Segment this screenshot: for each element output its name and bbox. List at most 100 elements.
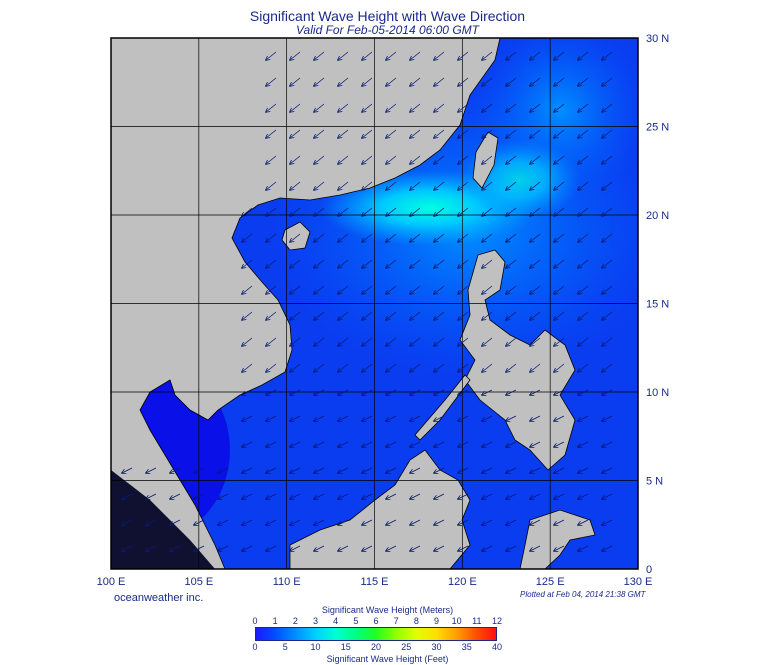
y-axis-ticks: 0 5 N 10 N 15 N 20 N 25 N 30 N [646, 33, 669, 576]
wave-direction-arrow [386, 545, 397, 551]
wave-direction-arrow [554, 467, 565, 473]
wave-direction-arrow [218, 493, 229, 499]
wave-direction-arrow [146, 493, 157, 499]
wave-direction-arrow [338, 467, 349, 473]
wave-direction-arrow [194, 493, 205, 499]
y-tick-label: 10 N [646, 387, 669, 399]
wave-direction-arrow [266, 259, 277, 268]
wave-direction-arrow [602, 545, 613, 551]
wave-direction-arrow [314, 519, 325, 525]
wave-direction-arrow [506, 519, 517, 525]
wave-direction-arrow [338, 233, 349, 242]
wave-direction-arrow [218, 519, 229, 525]
wave-direction-arrow [314, 337, 325, 346]
wave-direction-arrow [602, 415, 613, 421]
wave-direction-arrow [530, 467, 541, 473]
wave-direction-arrow [242, 519, 253, 525]
wave-direction-arrow [482, 363, 493, 372]
wave-direction-arrow [578, 545, 589, 551]
wave-direction-arrow [266, 337, 277, 346]
wave-direction-arrow [458, 129, 469, 138]
wave-direction-arrow [362, 337, 373, 346]
wave-direction-arrow [386, 285, 397, 294]
y-tick-label: 25 N [646, 122, 669, 134]
sumatra-shadow [111, 470, 215, 569]
wave-direction-arrow [434, 415, 445, 421]
wave-direction-arrow [602, 181, 613, 190]
wave-direction-arrow [506, 337, 517, 346]
wave-direction-arrow [482, 103, 493, 112]
wave-direction-arrow [194, 519, 205, 525]
wave-direction-arrow [242, 207, 253, 216]
wave-direction-arrow [170, 467, 181, 473]
wave-direction-arrow [242, 389, 253, 395]
wave-direction-arrow [530, 51, 541, 60]
wave-direction-arrow [554, 441, 565, 447]
wave-direction-arrow [338, 207, 349, 216]
wave-direction-arrow [386, 337, 397, 346]
wave-direction-arrow [242, 311, 253, 320]
wave-direction-arrow [458, 285, 469, 294]
wave-direction-arrow [266, 155, 277, 164]
wave-direction-arrow [242, 259, 253, 268]
wave-direction-arrow [266, 545, 277, 551]
wave-direction-arrow [602, 519, 613, 525]
wave-direction-arrow [530, 155, 541, 164]
wave-direction-arrow [290, 311, 301, 320]
wave-direction-arrow [266, 519, 277, 525]
wave-direction-arrow [386, 103, 397, 112]
wave-direction-arrow [218, 545, 229, 551]
wave-direction-arrow [362, 233, 373, 242]
wave-direction-arrow [386, 77, 397, 86]
colorbar-meter-tick: 1 [272, 616, 278, 626]
palawan-island [414, 374, 471, 441]
wave-direction-arrow [338, 181, 349, 190]
wave-direction-arrow [554, 493, 565, 499]
colorbar-meter-tick: 4 [333, 616, 339, 626]
wave-direction-arrow [410, 129, 421, 138]
wave-direction-arrow [410, 363, 421, 372]
wave-direction-arrow [602, 467, 613, 473]
wave-direction-arrow [266, 233, 277, 242]
wave-direction-arrow [362, 467, 373, 473]
wave-direction-arrow [506, 181, 517, 190]
wave-direction-arrow [338, 545, 349, 551]
wave-direction-arrow [506, 103, 517, 112]
x-tick-label: 115 E [361, 576, 389, 588]
wave-direction-arrow [242, 233, 253, 242]
wave-direction-arrow [386, 519, 397, 525]
wave-direction-arrow [602, 233, 613, 242]
wave-direction-arrow [338, 285, 349, 294]
x-tick-label: 125 E [536, 576, 565, 588]
wave-direction-arrow [458, 311, 469, 320]
wave-direction-arrow [242, 363, 253, 372]
wave-direction-arrow [314, 51, 325, 60]
wave-direction-arrow [602, 285, 613, 294]
wave-direction-arrow [578, 51, 589, 60]
wave-direction-arrow [410, 311, 421, 320]
wave-direction-arrow [602, 259, 613, 268]
wave-direction-arrow [506, 493, 517, 499]
wave-direction-arrow [482, 51, 493, 60]
wave-direction-arrow [362, 129, 373, 138]
wave-direction-arrow [434, 311, 445, 320]
wave-direction-arrow [386, 311, 397, 320]
wave-direction-arrow [602, 155, 613, 164]
wave-direction-arrow [314, 285, 325, 294]
wave-direction-arrow [554, 233, 565, 242]
wave-direction-arrow [530, 519, 541, 525]
wave-direction-arrow [602, 363, 613, 372]
wave-direction-arrow [242, 467, 253, 473]
wave-direction-arrow [530, 77, 541, 86]
wave-direction-arrow [506, 77, 517, 86]
wave-direction-arrows [122, 51, 613, 551]
wave-direction-arrow [410, 441, 421, 447]
wave-direction-arrow [338, 519, 349, 525]
wave-direction-arrow [386, 363, 397, 372]
wave-direction-arrow [314, 181, 325, 190]
wave-direction-arrow [386, 207, 397, 216]
wave-direction-arrow [410, 493, 421, 499]
wave-direction-arrow [122, 545, 133, 551]
wave-direction-arrow [266, 467, 277, 473]
wave-direction-arrow [434, 103, 445, 112]
